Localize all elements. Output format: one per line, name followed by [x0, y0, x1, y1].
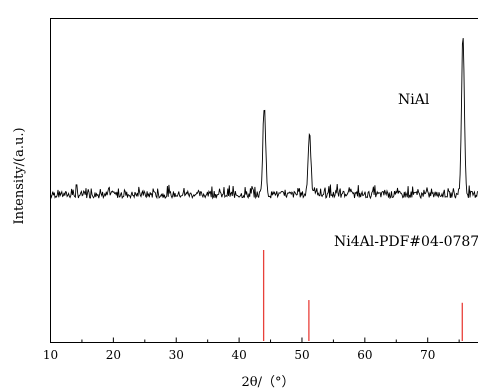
x-tick-label: 60 — [357, 348, 372, 362]
x-tick-label: 30 — [169, 348, 184, 362]
reference-sticks — [262, 250, 463, 341]
x-tick-label: 10 — [43, 348, 58, 362]
nial-pattern-line — [50, 38, 478, 200]
x-tick-label: 40 — [231, 348, 246, 362]
y-axis-title: Intensity/(a.u.) — [12, 127, 27, 224]
pattern-label: NiAl — [398, 92, 430, 108]
x-axis-ticks: 10 20 30 40 50 60 70 — [43, 337, 460, 362]
x-tick-label: 20 — [106, 348, 121, 362]
reference-label: Ni4Al-PDF#04-0787 — [334, 234, 478, 250]
x-tick-label: 70 — [420, 348, 435, 362]
nial-pattern — [50, 38, 478, 200]
x-tick-label: 50 — [294, 348, 309, 362]
x-axis-title: 2θ/（°） — [242, 375, 295, 390]
